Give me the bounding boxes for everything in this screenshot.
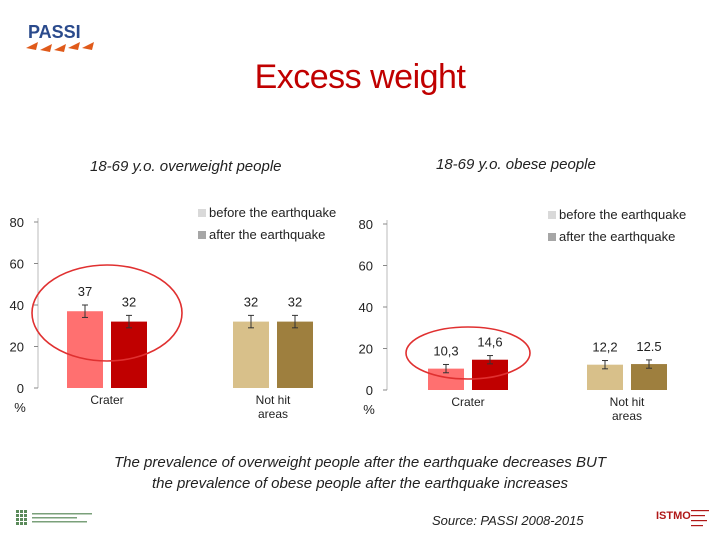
data-label: 10,3: [433, 343, 458, 358]
bar: [428, 368, 464, 390]
logo-arrows-icon: [26, 42, 94, 52]
institution-logo-left: [16, 510, 92, 525]
y-tick-label: 60: [10, 257, 24, 272]
istmo-logo: ISTMO: [656, 510, 709, 527]
y-tick-label: 80: [359, 217, 373, 232]
highlight-ellipse: [405, 326, 531, 380]
data-label: 32: [288, 294, 302, 309]
y-unit-label: %: [14, 400, 26, 415]
category-label: areas: [612, 409, 642, 423]
legend-swatch: [198, 209, 206, 217]
y-tick-label: 0: [366, 383, 373, 398]
data-label: 12,2: [592, 340, 617, 355]
bar: [67, 311, 103, 388]
highlight-ellipse: [31, 264, 183, 362]
right-chart-subtitle: 18-69 y.o. obese people: [436, 156, 596, 173]
category-label: areas: [258, 407, 288, 421]
passi-logo: PASSI: [26, 22, 94, 52]
bar: [111, 321, 147, 388]
bar: [277, 321, 313, 388]
data-label: 37: [78, 284, 92, 299]
y-tick-label: 0: [17, 381, 24, 396]
data-label: 32: [122, 294, 136, 309]
y-tick-label: 60: [359, 259, 373, 274]
y-tick-label: 20: [10, 340, 24, 355]
istmo-logo-text: ISTMO: [656, 510, 691, 522]
data-label: 32: [244, 294, 258, 309]
legend-swatch: [198, 231, 206, 239]
legend-label: after the earthquake: [209, 227, 325, 242]
legend-label: after the earthquake: [559, 229, 675, 244]
data-label: 12.5: [636, 339, 661, 354]
page-title: Excess weight: [254, 58, 466, 96]
y-unit-label: %: [363, 402, 375, 417]
data-label: 14,6: [477, 335, 502, 350]
legend-label: before the earthquake: [559, 207, 686, 222]
category-label: Crater: [90, 393, 123, 407]
y-tick-label: 20: [359, 342, 373, 357]
overweight-bar-chart: 0 20 40 60 80% before the earthquake after the…: [10, 205, 337, 421]
logo-text: PASSI: [28, 22, 81, 42]
category-label: Not hit: [256, 393, 291, 407]
caption-line-2: the prevalence of obese people after the…: [151, 475, 569, 492]
left-chart-subtitle: 18-69 y.o. overweight people: [90, 158, 282, 175]
grid-logo-icon: [16, 510, 27, 525]
bar: [233, 321, 269, 388]
legend-swatch: [548, 211, 556, 219]
obese-bar-chart: 0 20 40 60 80% before the earthquake after the…: [359, 207, 687, 423]
category-label: Not hit: [610, 395, 645, 409]
y-tick-label: 40: [359, 300, 373, 315]
source-note: Source: PASSI 2008-2015: [432, 513, 584, 528]
category-label: Crater: [451, 395, 484, 409]
y-tick-label: 40: [10, 298, 24, 313]
caption: The prevalence of overweight people afte…: [60, 452, 660, 494]
y-tick-label: 80: [10, 215, 24, 230]
legend-label: before the earthquake: [209, 205, 336, 220]
caption-line-1: The prevalence of overweight people afte…: [114, 454, 606, 471]
legend-swatch: [548, 233, 556, 241]
